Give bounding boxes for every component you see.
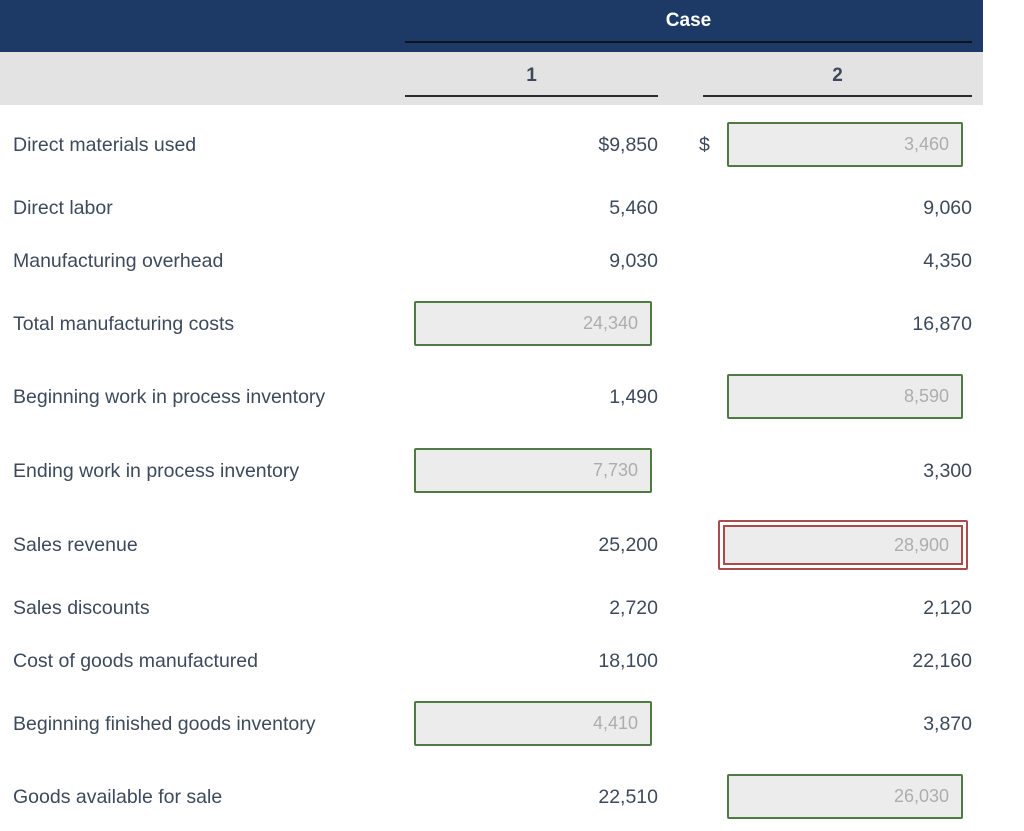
case1-value: 25,200 [598,534,658,556]
case1-value: 5,460 [609,197,658,219]
row-label: Direct labor [13,197,113,219]
case1-value: 1,490 [609,386,658,408]
case2-value: 3,870 [923,713,972,735]
case2-value: 3,300 [923,460,972,482]
table-row-ending-wip-inventory: Ending work in process inventory 3,300 [0,448,983,494]
row-label: Manufacturing overhead [13,250,224,272]
row-label: Cost of goods manufactured [13,650,258,672]
dollar-sign-prefix: $ [699,134,710,156]
table-row-sales-revenue: Sales revenue 25,200 [0,520,983,570]
table-row-total-manufacturing-costs: Total manufacturing costs 16,870 [0,301,983,347]
case2-value: 2,120 [923,597,972,619]
row-label: Goods available for sale [13,786,223,808]
table-row-direct-materials-used: Direct materials used $9,850 $ [0,122,983,168]
case2-input-error[interactable] [723,525,963,565]
case2-value: 16,870 [912,313,972,335]
row-label: Sales discounts [13,597,150,619]
case1-column-underline [405,95,658,97]
case-header-underline [405,41,972,43]
case2-input[interactable] [727,122,963,167]
case-header-bar: Case [0,0,983,52]
row-label: Direct materials used [13,134,197,156]
case1-value: $9,850 [598,134,658,156]
case1-value: 18,100 [598,650,658,672]
table-row-beginning-finished-goods-inventory: Beginning finished goods inventory 3,870 [0,701,983,747]
case2-value: 4,350 [923,250,972,272]
case2-column-underline [703,95,972,97]
case2-input[interactable] [727,374,963,419]
case1-column-header: 1 [526,65,537,86]
case1-value: 9,030 [609,250,658,272]
row-label: Ending work in process inventory [13,460,300,482]
case-header-label: Case [665,10,712,31]
case1-input[interactable] [414,301,652,346]
case2-value: 22,160 [912,650,972,672]
table-row-goods-available-for-sale: Goods available for sale 22,510 [0,774,983,820]
table-row-sales-discounts: Sales discounts 2,720 2,120 [0,585,983,631]
table-row-beginning-wip-inventory: Beginning work in process inventory 1,49… [0,374,983,420]
row-label: Total manufacturing costs [13,313,235,335]
table-row-manufacturing-overhead: Manufacturing overhead 9,030 4,350 [0,238,983,284]
table-row-cost-of-goods-manufactured: Cost of goods manufactured 18,100 22,160 [0,638,983,684]
case1-value: 2,720 [609,597,658,619]
case2-value: 9,060 [923,197,972,219]
row-label: Sales revenue [13,534,138,556]
table-row-direct-labor: Direct labor 5,460 9,060 [0,185,983,231]
case1-input[interactable] [414,701,652,746]
case2-input[interactable] [727,774,963,819]
column-header-bar: 1 2 [0,52,983,105]
row-label: Beginning work in process inventory [13,386,326,408]
row-label: Beginning finished goods inventory [13,713,316,735]
case1-input[interactable] [414,448,652,493]
case2-column-header: 2 [832,65,843,86]
case1-value: 22,510 [598,786,658,808]
case2-input-error-outline [718,520,968,570]
